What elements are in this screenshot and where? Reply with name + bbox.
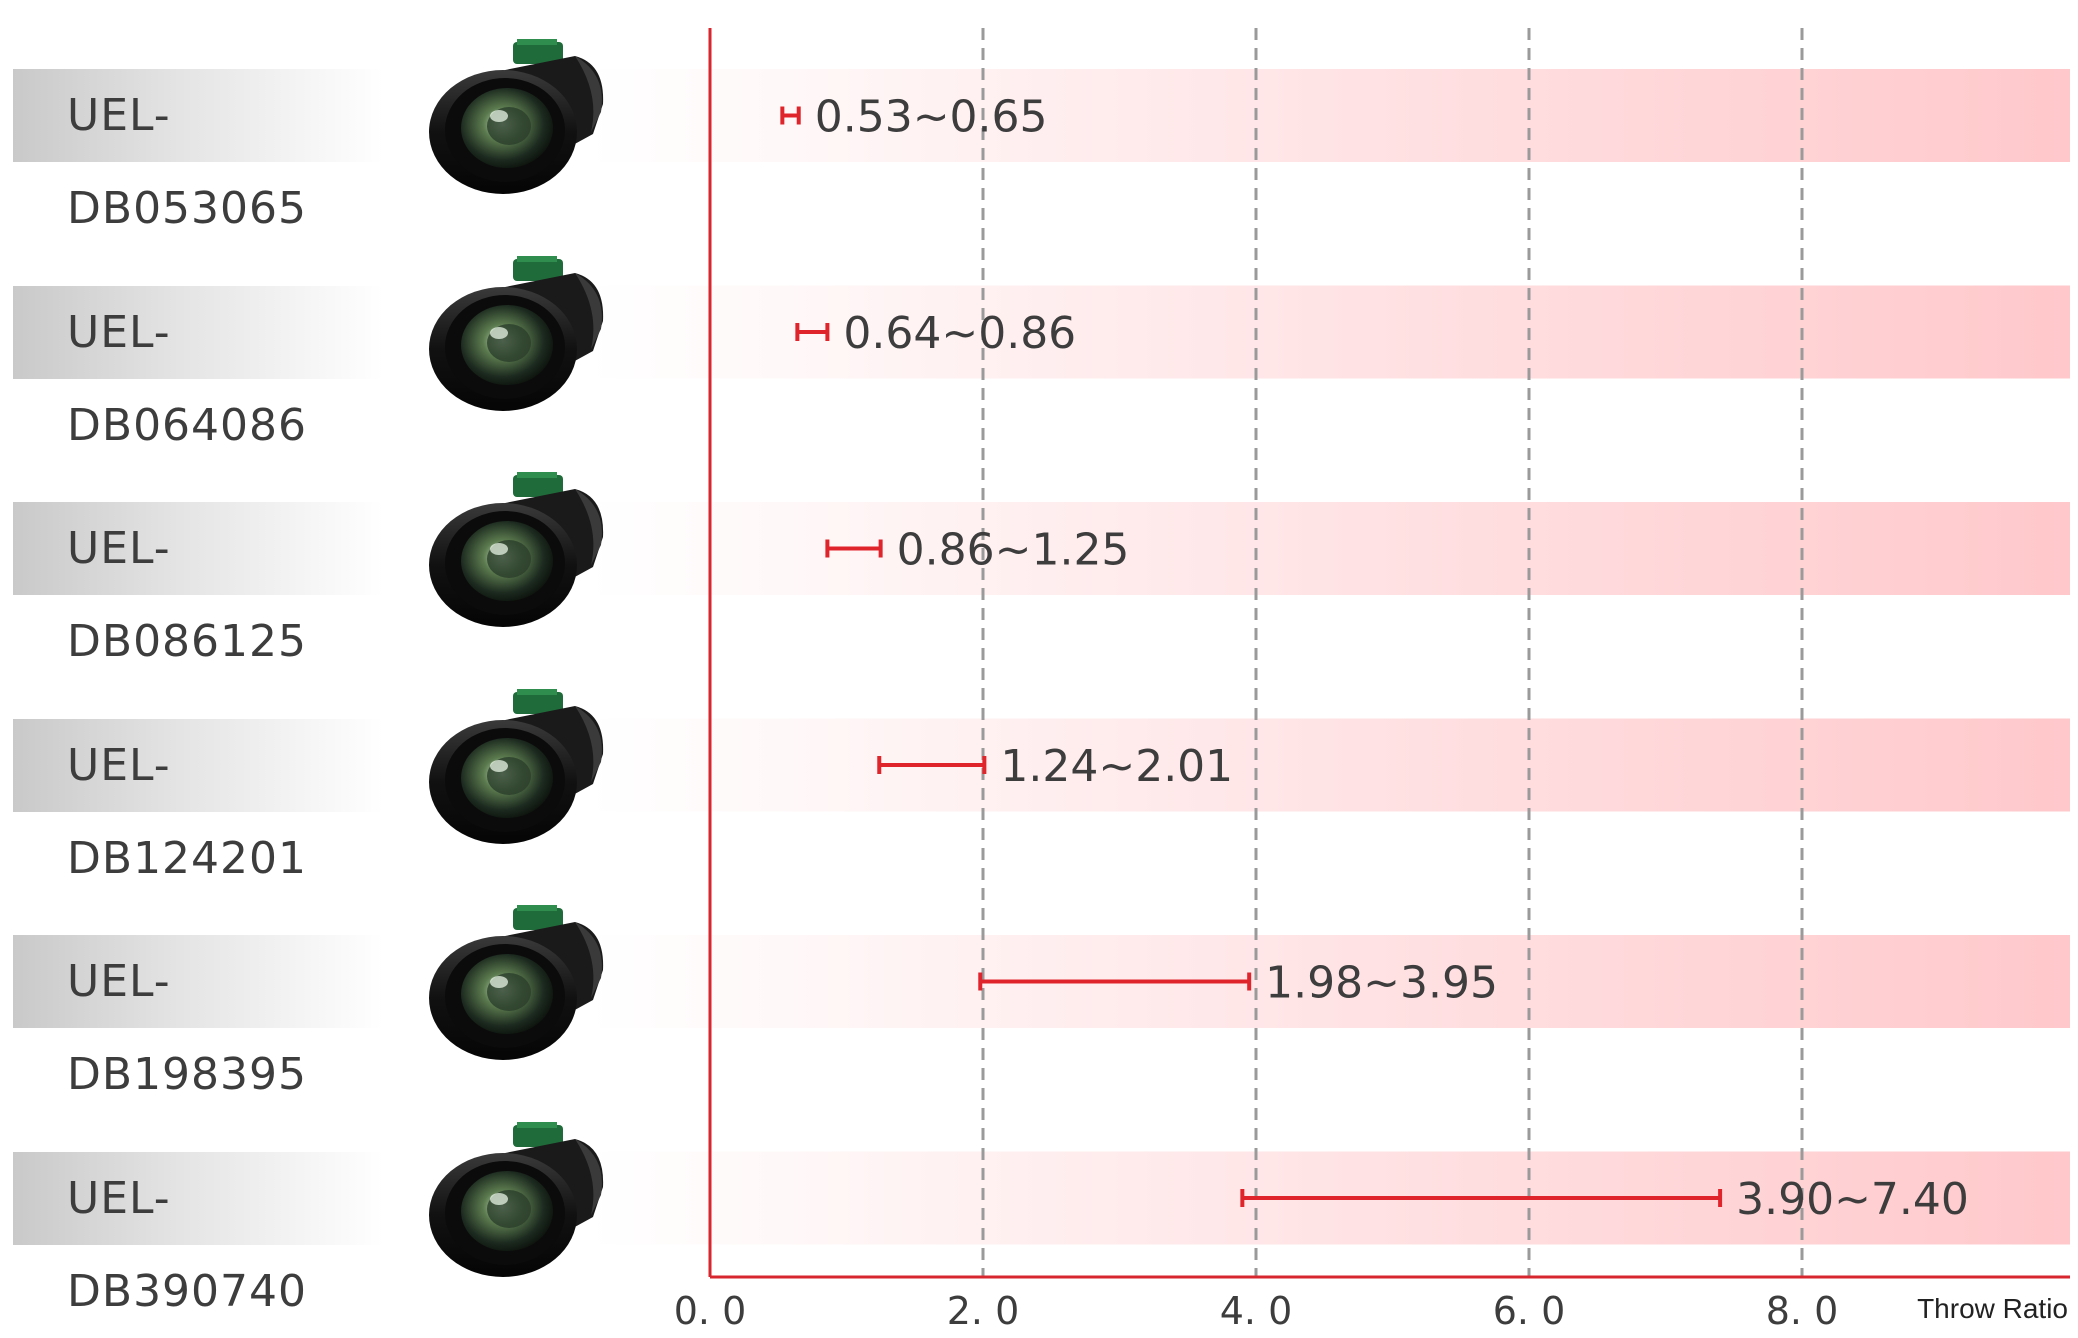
lens-model-label: UEL-DB064086 <box>13 285 383 451</box>
range-value-label: 3.90~7.40 <box>1736 1174 1969 1225</box>
lens-model-name: UEL-DB053065 <box>67 90 308 234</box>
x-tick-label: 0. 0 <box>674 1289 747 1332</box>
lens-model-label: UEL-DB198395 <box>13 935 383 1100</box>
label-background <box>13 285 383 379</box>
label-background <box>13 1151 383 1245</box>
row-band <box>590 285 2070 379</box>
range-value-label: 0.64~0.86 <box>843 308 1076 359</box>
lens-model-name: UEL-DB390740 <box>67 1172 308 1317</box>
range-bar <box>795 323 830 341</box>
range-bar <box>1240 1189 1723 1207</box>
lens-model-label: UEL-DB086125 <box>13 502 383 667</box>
row-band <box>590 935 2070 1028</box>
range-bar <box>825 539 883 558</box>
projector-lens-icon <box>429 905 604 1060</box>
projector-lens-icon <box>429 688 604 844</box>
lens-model-name: UEL-DB124201 <box>67 739 308 884</box>
x-tick-label: 6. 0 <box>1493 1289 1566 1332</box>
label-background <box>13 718 383 812</box>
row-band <box>590 502 2070 595</box>
lens-model-label: UEL-DB053065 <box>13 69 383 234</box>
projector-lens-icon <box>429 472 604 627</box>
range-bar <box>978 972 1252 991</box>
range-bar <box>877 756 987 774</box>
lens-model-name: UEL-DB064086 <box>67 306 308 451</box>
label-background <box>13 69 383 162</box>
range-bar <box>780 106 801 125</box>
range-value-label: 0.53~0.65 <box>815 92 1048 143</box>
x-tick-label: 8. 0 <box>1766 1289 1839 1332</box>
label-background <box>13 502 383 595</box>
range-value-label: 0.86~1.25 <box>897 525 1130 576</box>
projector-lens-icon <box>429 255 604 411</box>
row-band <box>590 69 2070 162</box>
projector-lens-icon <box>429 1121 604 1277</box>
range-value-label: 1.98~3.95 <box>1265 958 1498 1009</box>
lens-model-label: UEL-DB124201 <box>13 718 383 884</box>
x-axis-title: Throw Ratio <box>1917 1293 2068 1324</box>
projector-lens-icon <box>429 39 604 194</box>
lens-model-name: UEL-DB198395 <box>67 956 308 1100</box>
range-value-label: 1.24~2.01 <box>1000 741 1233 792</box>
row-band <box>590 718 2070 812</box>
lens-model-label: UEL-DB390740 <box>13 1151 383 1317</box>
x-tick-label: 4. 0 <box>1220 1289 1293 1332</box>
lens-model-name: UEL-DB086125 <box>67 523 308 667</box>
x-tick-label: 2. 0 <box>947 1289 1020 1332</box>
label-background <box>13 935 383 1028</box>
